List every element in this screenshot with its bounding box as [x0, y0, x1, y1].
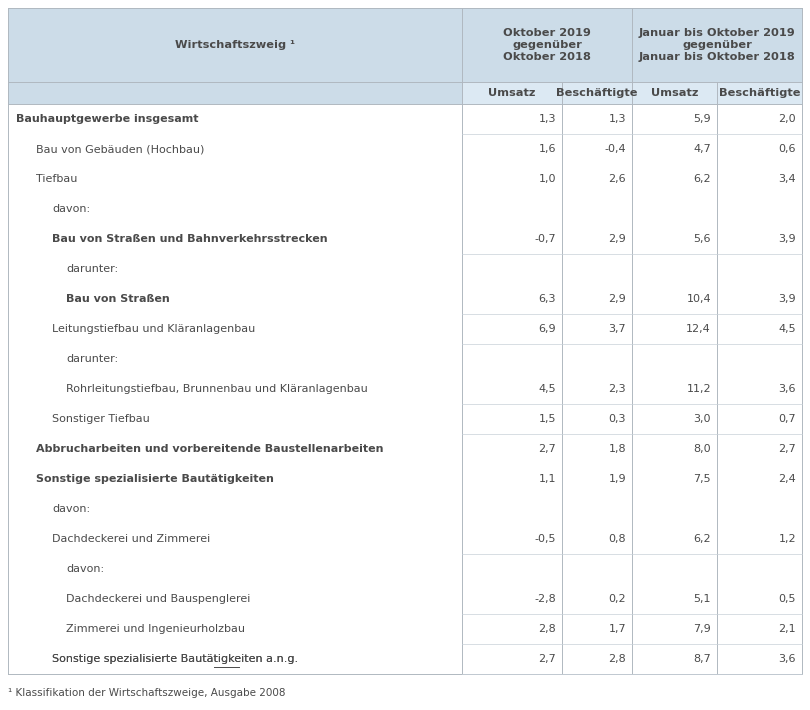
- Text: davon:: davon:: [52, 204, 90, 214]
- Text: Bauhauptgewerbe insgesamt: Bauhauptgewerbe insgesamt: [16, 114, 198, 124]
- Text: 0,8: 0,8: [608, 534, 626, 544]
- Text: 1,3: 1,3: [539, 114, 556, 124]
- Text: 8,0: 8,0: [693, 444, 711, 454]
- Text: Tiefbau: Tiefbau: [36, 174, 78, 184]
- Text: Zimmerei und Ingenieurholzbau: Zimmerei und Ingenieurholzbau: [66, 624, 245, 634]
- Text: 2,7: 2,7: [539, 444, 556, 454]
- Text: davon:: davon:: [52, 504, 90, 514]
- Text: 3,4: 3,4: [778, 174, 796, 184]
- Text: 2,4: 2,4: [778, 474, 796, 484]
- Text: 4,7: 4,7: [693, 144, 711, 154]
- Text: 2,9: 2,9: [608, 234, 626, 244]
- Text: 2,8: 2,8: [539, 624, 556, 634]
- Text: 8,7: 8,7: [693, 654, 711, 664]
- Text: Dachdeckerei und Bauspenglerei: Dachdeckerei und Bauspenglerei: [66, 594, 250, 604]
- Text: 5,6: 5,6: [693, 234, 711, 244]
- Text: 1,2: 1,2: [778, 534, 796, 544]
- Text: Bau von Straßen und Bahnverkehrsstrecken: Bau von Straßen und Bahnverkehrsstrecken: [52, 234, 327, 244]
- Text: -0,5: -0,5: [535, 534, 556, 544]
- Text: Beschäftigte: Beschäftigte: [556, 88, 637, 98]
- Text: 5,9: 5,9: [693, 114, 711, 124]
- Text: 0,2: 0,2: [608, 594, 626, 604]
- Text: 3,0: 3,0: [693, 414, 711, 424]
- Text: Wirtschaftszweig ¹: Wirtschaftszweig ¹: [175, 40, 295, 50]
- Text: 2,8: 2,8: [608, 654, 626, 664]
- Text: 6,2: 6,2: [693, 534, 711, 544]
- Text: Bau von Gebäuden (Hochbau): Bau von Gebäuden (Hochbau): [36, 144, 204, 154]
- Text: Sonstiger Tiefbau: Sonstiger Tiefbau: [52, 414, 150, 424]
- Text: Januar bis Oktober 2019
gegenüber
Januar bis Oktober 2018: Januar bis Oktober 2019 gegenüber Januar…: [638, 28, 795, 62]
- Text: 1,0: 1,0: [539, 174, 556, 184]
- Bar: [8, 104, 802, 674]
- Text: 2,7: 2,7: [778, 444, 796, 454]
- Text: 6,9: 6,9: [539, 324, 556, 334]
- Text: darunter:: darunter:: [66, 264, 118, 274]
- Text: 1,8: 1,8: [608, 444, 626, 454]
- Text: 3,9: 3,9: [778, 294, 796, 304]
- Text: 0,7: 0,7: [778, 414, 796, 424]
- Text: -0,4: -0,4: [604, 144, 626, 154]
- Text: 1,9: 1,9: [608, 474, 626, 484]
- Text: -2,8: -2,8: [535, 594, 556, 604]
- Text: Umsatz: Umsatz: [650, 88, 698, 98]
- Text: 4,5: 4,5: [778, 324, 796, 334]
- Text: 10,4: 10,4: [686, 294, 711, 304]
- Text: Abbrucharbeiten und vorbereitende Baustellenarbeiten: Abbrucharbeiten und vorbereitende Bauste…: [36, 444, 383, 454]
- Text: 7,9: 7,9: [693, 624, 711, 634]
- Text: 2,0: 2,0: [778, 114, 796, 124]
- Text: 2,6: 2,6: [608, 174, 626, 184]
- Text: davon:: davon:: [66, 564, 104, 574]
- Text: 3,6: 3,6: [778, 654, 796, 664]
- Text: 1,6: 1,6: [539, 144, 556, 154]
- Text: 1,3: 1,3: [608, 114, 626, 124]
- Text: Oktober 2019
gegenüber
Oktober 2018: Oktober 2019 gegenüber Oktober 2018: [503, 28, 591, 62]
- Text: 11,2: 11,2: [686, 384, 711, 394]
- Text: darunter:: darunter:: [66, 354, 118, 364]
- Bar: [462, 82, 802, 104]
- Text: 5,1: 5,1: [693, 594, 711, 604]
- Text: 7,5: 7,5: [693, 474, 711, 484]
- Text: 12,4: 12,4: [686, 324, 711, 334]
- Text: Bau von Straßen: Bau von Straßen: [66, 294, 170, 304]
- Text: 1,5: 1,5: [539, 414, 556, 424]
- Text: 6,2: 6,2: [693, 174, 711, 184]
- Text: 1,1: 1,1: [539, 474, 556, 484]
- Text: ¹ Klassifikation der Wirtschaftszweige, Ausgabe 2008: ¹ Klassifikation der Wirtschaftszweige, …: [8, 688, 285, 698]
- Text: 2,1: 2,1: [778, 624, 796, 634]
- Text: 3,9: 3,9: [778, 234, 796, 244]
- Text: 0,3: 0,3: [608, 414, 626, 424]
- Text: Sonstige spezialisierte Bautätigkeiten: Sonstige spezialisierte Bautätigkeiten: [36, 474, 274, 484]
- Text: Rohrleitungstiefbau, Brunnenbau und Kläranlagenbau: Rohrleitungstiefbau, Brunnenbau und Klär…: [66, 384, 368, 394]
- Text: Umsatz: Umsatz: [488, 88, 535, 98]
- Text: 4,5: 4,5: [539, 384, 556, 394]
- Bar: [8, 8, 802, 82]
- Text: -0,7: -0,7: [535, 234, 556, 244]
- Text: 2,7: 2,7: [539, 654, 556, 664]
- Text: 6,3: 6,3: [539, 294, 556, 304]
- Text: Beschäftigte: Beschäftigte: [718, 88, 800, 98]
- Text: 3,6: 3,6: [778, 384, 796, 394]
- Text: Dachdeckerei und Zimmerei: Dachdeckerei und Zimmerei: [52, 534, 211, 544]
- Text: Sonstige spezialisierte Bautätigkeiten a.n.g.: Sonstige spezialisierte Bautätigkeiten a…: [52, 654, 298, 664]
- Bar: [8, 82, 462, 104]
- Text: 0,5: 0,5: [778, 594, 796, 604]
- Text: 0,6: 0,6: [778, 144, 796, 154]
- Text: 3,7: 3,7: [608, 324, 626, 334]
- Text: 1,7: 1,7: [608, 624, 626, 634]
- Text: 2,9: 2,9: [608, 294, 626, 304]
- Text: Sonstige spezialisierte Bautätigkeiten a.n.g.: Sonstige spezialisierte Bautätigkeiten a…: [52, 654, 298, 664]
- Text: Leitungstiefbau und Kläranlagenbau: Leitungstiefbau und Kläranlagenbau: [52, 324, 255, 334]
- Text: 2,3: 2,3: [608, 384, 626, 394]
